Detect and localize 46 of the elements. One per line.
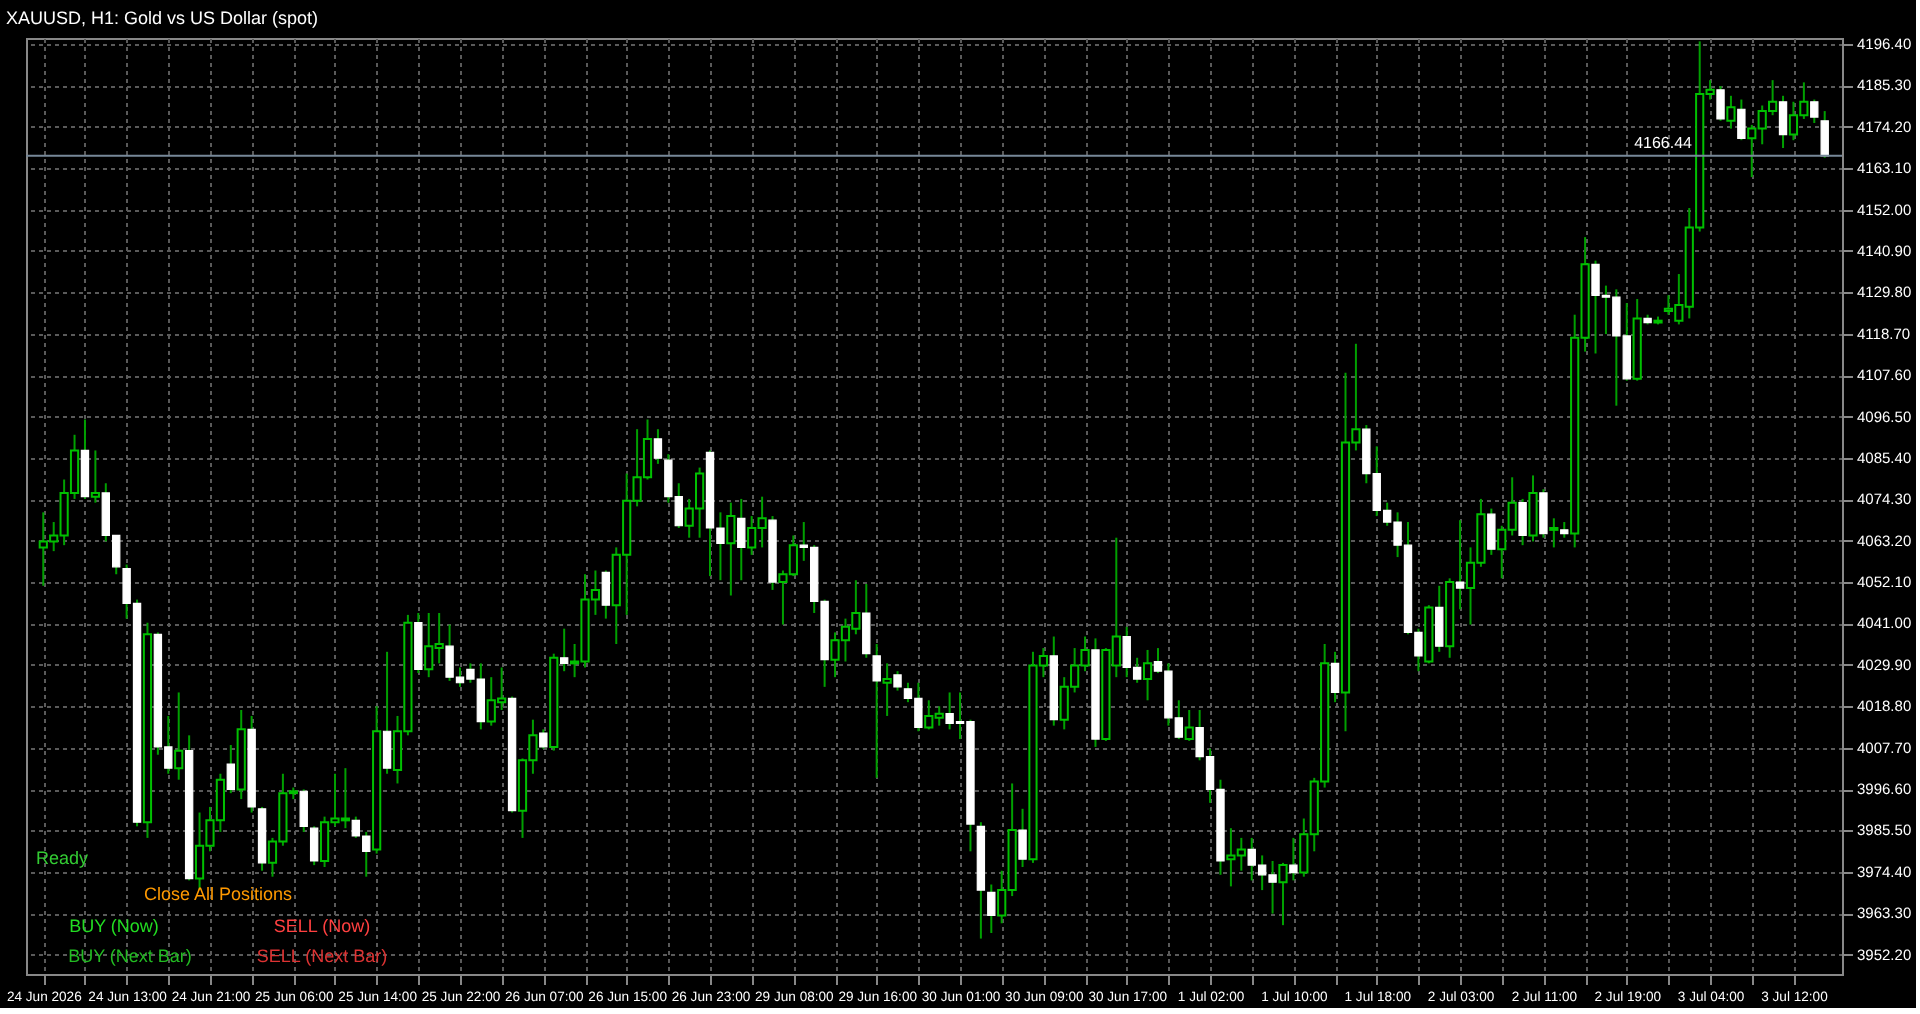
candlestick	[987, 883, 996, 934]
candlestick	[653, 428, 663, 465]
annotation: Ready	[36, 848, 90, 868]
candlestick	[737, 497, 746, 582]
candlestick	[1289, 836, 1298, 882]
candlestick	[1142, 648, 1153, 702]
annotation: SELL (Next Bar)	[256, 946, 388, 966]
candlestick	[1716, 85, 1725, 122]
candlestick	[382, 650, 392, 775]
annotation: SELL (Now)	[273, 916, 371, 936]
candlestick	[1487, 507, 1496, 556]
candlestick	[80, 418, 90, 500]
candlestick	[1528, 474, 1538, 543]
candlestick	[1518, 497, 1527, 547]
candlestick	[1435, 584, 1444, 653]
annotation: BUY (Now)	[69, 916, 159, 936]
candlestick	[1820, 110, 1829, 159]
candlestick	[601, 569, 611, 620]
candlestick	[1778, 94, 1788, 150]
candlestick	[226, 744, 236, 795]
candlestick	[299, 788, 308, 833]
chart-title: XAUUSD, H1: Gold vs US Dollar (spot)	[5, 7, 318, 28]
candlestick	[726, 501, 736, 597]
annotation: BUY (Next Bar)	[68, 946, 192, 966]
candlestick	[1278, 861, 1288, 927]
candlestick	[559, 627, 569, 673]
candlestick	[862, 582, 871, 659]
candlestick	[1726, 94, 1736, 130]
candlestick	[872, 642, 881, 779]
candlestick	[1455, 519, 1465, 611]
candlestick	[1737, 98, 1746, 142]
candlestick	[1810, 98, 1819, 125]
candlestick	[414, 612, 423, 675]
candlestick	[90, 449, 100, 504]
ref-line-label: 4166.44	[1634, 133, 1694, 152]
annotation: Close All Positions	[143, 884, 294, 904]
candlestick	[882, 662, 892, 717]
candlestick	[174, 691, 184, 781]
candlestick	[539, 728, 548, 750]
candlestick	[1018, 807, 1027, 868]
candlestick	[309, 825, 319, 867]
candlestick	[1184, 708, 1194, 742]
candlestick	[1330, 650, 1340, 704]
candlestick	[1549, 517, 1559, 549]
candlestick	[1539, 488, 1548, 539]
candlestick	[893, 670, 902, 692]
